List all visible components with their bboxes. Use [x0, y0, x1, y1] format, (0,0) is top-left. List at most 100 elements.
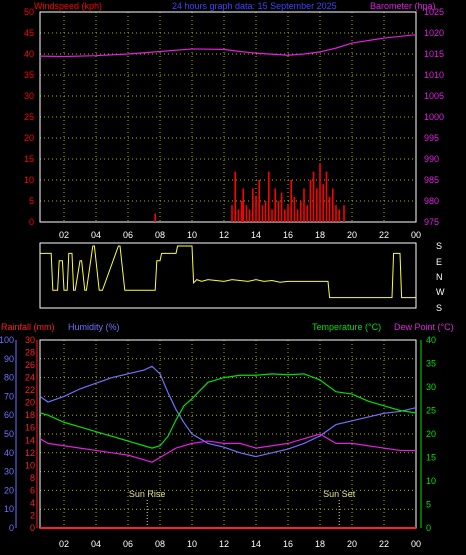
rainfall-tick-label: 16	[25, 423, 35, 433]
windspeed-tick-label: 5	[29, 196, 34, 206]
windspeed-series	[154, 163, 345, 222]
x-tick-label: 12	[219, 539, 229, 549]
temperature-tick-label: 20	[426, 429, 436, 439]
temperature-tick-label: 0	[426, 523, 431, 533]
rainfall-tick-label: 2	[30, 510, 35, 520]
x-tick-label: 22	[379, 539, 389, 549]
humidity-ticks: 0 10 20 30 40 50 60 70 80 90 100	[0, 335, 17, 533]
top-x-ticks: 02 04 06 08 10 12 14 16 18 20 22 00	[59, 230, 421, 240]
barometer-tick-label: 985	[424, 175, 439, 185]
wind-direction-series	[40, 245, 416, 299]
barometer-tick-label: 1005	[424, 91, 444, 101]
x-tick-label: 14	[251, 539, 261, 549]
sun-markers: Sun Rise Sun Set	[129, 489, 356, 528]
temp-humidity-grid	[40, 339, 417, 529]
x-tick-label: 02	[59, 230, 69, 240]
wind-direction-line	[40, 245, 416, 299]
compass-label: N	[436, 272, 443, 282]
temperature-axis-label: Temperature (°C)	[312, 322, 381, 332]
temperature-ticks: 0 5 10 15 20 25 30 35 40	[420, 335, 436, 533]
barometer-tick-label: 1020	[424, 28, 444, 38]
x-tick-label: 10	[187, 539, 197, 549]
rainfall-tick-label: 22	[25, 385, 35, 395]
windspeed-tick-label: 10	[24, 175, 34, 185]
temperature-tick-label: 30	[426, 382, 436, 392]
x-tick-label: 10	[187, 230, 197, 240]
x-tick-label: 16	[283, 539, 293, 549]
rainfall-tick-label: 20	[25, 398, 35, 408]
windspeed-tick-label: 45	[24, 28, 34, 38]
barometer-tick-label: 1025	[424, 7, 444, 17]
humidity-tick-label: 60	[4, 410, 14, 420]
rainfall-tick-label: 8	[30, 473, 35, 483]
humidity-tick-label: 20	[4, 485, 14, 495]
x-tick-label: 22	[379, 230, 389, 240]
x-tick-label: 02	[59, 539, 69, 549]
windspeed-tick-label: 30	[24, 91, 34, 101]
windspeed-tick-label: 15	[24, 154, 34, 164]
barometer-line	[39, 34, 417, 58]
windspeed-ticks: 0 5 10 15 20 25 30 35 40 45 50	[24, 7, 34, 227]
compass-label: W	[436, 287, 445, 297]
humidity-tick-label: 90	[4, 354, 14, 364]
humidity-line	[39, 365, 417, 458]
temperature-line	[39, 373, 417, 449]
rainfall-tick-label: 14	[25, 435, 35, 445]
x-tick-label: 06	[123, 230, 133, 240]
temperature-tick-label: 25	[426, 406, 436, 416]
rainfall-tick-label: 24	[25, 373, 35, 383]
rainfall-tick-label: 30	[25, 335, 35, 345]
temperature-tick-label: 10	[426, 476, 436, 486]
barometer-tick-label: 1015	[424, 49, 444, 59]
x-tick-label: 08	[155, 539, 165, 549]
humidity-tick-label: 10	[4, 504, 14, 514]
windspeed-tick-label: 25	[24, 112, 34, 122]
barometer-ticks: 975 980 985 990 995 1000 1005 1010 1015 1020 1025	[424, 7, 444, 227]
rainfall-tick-label: 10	[25, 460, 35, 470]
humidity-tick-label: 80	[4, 373, 14, 383]
rainfall-tick-label: 0	[30, 523, 35, 533]
humidity-tick-label: 0	[9, 523, 14, 533]
x-tick-label: 06	[123, 539, 133, 549]
x-tick-label: 08	[155, 230, 165, 240]
wind-baro-grid	[40, 11, 417, 223]
compass-label: S	[436, 241, 442, 251]
dewpoint-axis-label: Dew Point (°C)	[394, 322, 454, 332]
rainfall-tick-label: 28	[25, 348, 35, 358]
compass-label: E	[436, 257, 442, 267]
rainfall-tick-label: 18	[25, 410, 35, 420]
x-tick-label: 20	[347, 230, 357, 240]
temperature-tick-label: 15	[426, 453, 436, 463]
x-tick-label: 20	[347, 539, 357, 549]
barometer-tick-label: 1010	[424, 70, 444, 80]
x-tick-label: 18	[315, 230, 325, 240]
x-tick-label: 12	[219, 230, 229, 240]
humidity-axis-label: Humidity (%)	[68, 322, 120, 332]
humidity-tick-label: 100	[0, 335, 14, 345]
x-tick-label: 16	[283, 230, 293, 240]
windspeed-tick-label: 50	[24, 7, 34, 17]
x-tick-label: 14	[251, 230, 261, 240]
rainfall-tick-label: 4	[30, 498, 35, 508]
x-tick-label: 00	[411, 539, 421, 549]
barometer-tick-label: 995	[424, 133, 439, 143]
barometer-axis-label: Barometer (hpa)	[370, 1, 436, 11]
sunset-label: Sun Set	[323, 489, 356, 499]
sunrise-label: Sun Rise	[129, 489, 166, 499]
barometer-tick-label: 1000	[424, 112, 444, 122]
rainfall-tick-label: 26	[25, 360, 35, 370]
dewpoint-line	[39, 433, 416, 463]
x-tick-label: 04	[91, 539, 101, 549]
chart-title: 24 hours graph data: 15 September 2025	[172, 1, 337, 11]
windspeed-tick-label: 20	[24, 133, 34, 143]
barometer-tick-label: 980	[424, 196, 439, 206]
compass-label: S	[436, 303, 442, 313]
rainfall-tick-label: 6	[30, 485, 35, 495]
x-tick-label: 18	[315, 539, 325, 549]
temperature-tick-label: 35	[426, 359, 436, 369]
